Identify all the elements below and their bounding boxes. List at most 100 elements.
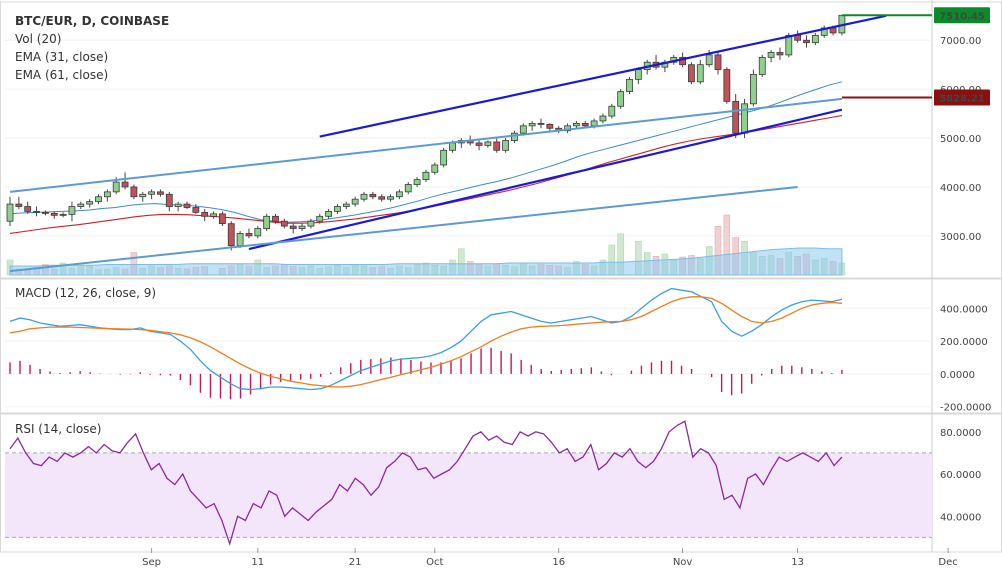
candle-body: [325, 211, 333, 217]
candle-body: [776, 52, 784, 56]
candle-body: [758, 56, 766, 75]
price-tags: 7510.45 5828.21: [842, 7, 990, 106]
candle-body: [95, 196, 102, 203]
candle-body: [192, 207, 200, 213]
candle-body: [688, 64, 695, 83]
candle-body: [103, 191, 111, 198]
macd-pane[interactable]: MACD (12, 26, close, 9): [5, 286, 932, 408]
candle-body: [714, 54, 722, 70]
candle-body: [767, 52, 775, 58]
macd-axis[interactable]: -200.0000 0.0000 200.0000 400.0000: [940, 304, 991, 413]
channel-lower-line: [248, 108, 843, 251]
candle-body: [148, 191, 156, 195]
rsi-band-fill: [5, 452, 932, 538]
candle-body: [626, 78, 633, 92]
candle-body: [785, 34, 793, 56]
candle-body: [546, 123, 554, 129]
price-tag-box: [934, 89, 990, 106]
candle-body: [413, 179, 421, 185]
candle-body: [741, 103, 748, 134]
candle-body: [139, 193, 147, 198]
candle-body: [24, 206, 32, 212]
candle-body: [245, 233, 253, 237]
price-candles[interactable]: [6, 14, 846, 251]
candle-body: [77, 203, 85, 207]
price-pane[interactable]: BTC/EUR, D, COINBASE Vol (20) EMA (31, c…: [5, 14, 932, 276]
candle-body: [263, 215, 271, 229]
candle-body: [33, 211, 40, 213]
candle-body: [617, 91, 625, 107]
candle-body: [121, 181, 129, 188]
candle-body: [227, 223, 235, 247]
candle-body: [803, 39, 810, 44]
candle-body: [6, 203, 14, 222]
candle-body: [42, 211, 49, 214]
trendline-upper: [9, 97, 843, 193]
candle-body: [590, 120, 598, 127]
candle-body: [342, 203, 350, 207]
candle-body: [369, 193, 377, 198]
candle-body: [236, 233, 244, 247]
candle-body: [183, 203, 191, 208]
candle-body: [68, 206, 76, 215]
candle-body: [254, 228, 262, 237]
time-tick-label: 21: [349, 557, 362, 568]
trendline-lower: [9, 185, 798, 273]
price-pane-frame: [0, 1, 1002, 280]
candle-body: [484, 141, 492, 146]
price-tag-label: 7510.45: [939, 11, 985, 22]
rsi-line: [9, 420, 843, 546]
candle-body: [112, 181, 120, 193]
volume-bars: [6, 214, 846, 276]
candle-body: [732, 100, 740, 134]
drawing-trendlines[interactable]: [9, 14, 887, 273]
rsi-band: [5, 452, 932, 538]
legend-ema-61: EMA (61, close): [15, 68, 108, 82]
macd-pane-title: MACD (12, 26, close, 9): [15, 286, 156, 300]
candle-body: [750, 74, 757, 105]
rsi-pane[interactable]: RSI (14, close): [5, 420, 932, 546]
candle-body: [50, 212, 58, 216]
rsi-tick-label: 80.0000: [940, 428, 981, 439]
candle-body: [289, 225, 297, 229]
candle-body: [679, 56, 686, 66]
candle-body: [581, 122, 589, 127]
candle-body: [404, 184, 412, 193]
rsi-line-path: [9, 420, 843, 546]
time-axis[interactable]: Sep 11 21 Oct 16 Nov 13 Dec: [142, 548, 958, 568]
candle-body: [829, 27, 837, 34]
time-tick-label: 13: [791, 557, 804, 568]
macd-lines: [9, 287, 843, 391]
candle-body: [15, 203, 23, 207]
candle-body: [696, 64, 704, 83]
rsi-tick-label: 60.0000: [940, 470, 981, 481]
candle-body: [475, 142, 483, 146]
rsi-axis[interactable]: 40.0000 60.0000 80.0000: [940, 428, 981, 524]
candle-body: [307, 220, 315, 227]
price-pane-title: BTC/EUR, D, COINBASE: [15, 14, 169, 28]
candle-body: [174, 203, 182, 207]
candle-body: [511, 132, 518, 141]
candle-body: [422, 171, 430, 181]
time-tick-label: 11: [251, 557, 264, 568]
time-tick-label: Sep: [142, 557, 161, 568]
candle-body: [316, 215, 324, 222]
time-tick-label: Dec: [938, 557, 957, 568]
price-gridlines: [5, 39, 932, 237]
price-tag-label: 5828.21: [939, 94, 985, 105]
candle-body: [210, 213, 217, 217]
macd-tick-label: -200.0000: [940, 403, 991, 414]
candle-body: [705, 54, 713, 66]
price-tick-label: 4000.00: [940, 183, 981, 194]
candle-body: [537, 122, 545, 125]
candle-body: [351, 198, 359, 205]
price-tick-label: 5000.00: [940, 134, 981, 145]
candle-body: [502, 140, 510, 151]
legend-ema-31: EMA (31, close): [15, 50, 108, 64]
macd-tick-label: 200.0000: [940, 337, 988, 348]
candle-body: [165, 193, 173, 207]
price-tick-label: 3000.00: [940, 232, 981, 243]
macd-histogram: [9, 347, 843, 400]
